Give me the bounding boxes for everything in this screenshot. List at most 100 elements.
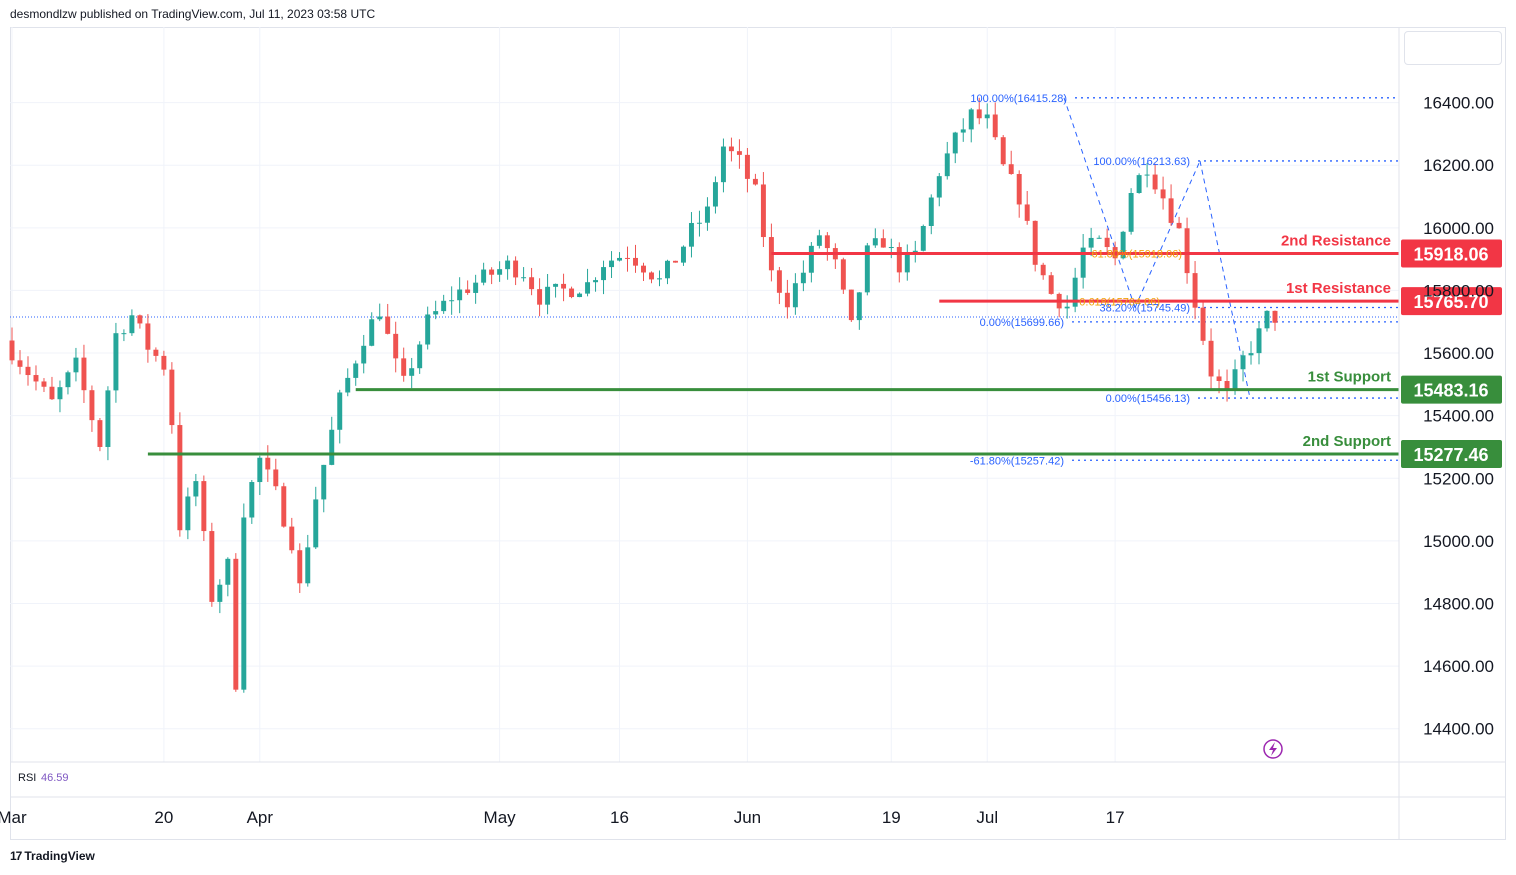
candle-body (441, 300, 447, 312)
candle (313, 486, 319, 550)
candle-body (1160, 189, 1166, 199)
candle-body (345, 377, 351, 393)
candle (441, 294, 447, 314)
candle (1096, 235, 1102, 239)
candle (1072, 267, 1078, 313)
candle-body (912, 250, 918, 253)
candle (417, 341, 423, 374)
candle-body (1120, 231, 1126, 259)
candle-body (33, 375, 39, 382)
candle-body (121, 333, 127, 335)
candle (9, 327, 15, 365)
candle-body (1192, 273, 1198, 308)
candle-body (752, 178, 758, 185)
candle-body (401, 358, 407, 376)
candle (353, 360, 359, 386)
candle-body (457, 289, 463, 301)
candle-body (193, 481, 199, 497)
candle-body (9, 340, 15, 361)
candle-body (529, 277, 535, 290)
candle (425, 306, 431, 350)
fib-level-label: 100.00%(16213.63) (1093, 156, 1190, 168)
candle (153, 347, 159, 362)
candle-body (377, 316, 383, 320)
candle (465, 280, 471, 295)
candle (305, 534, 311, 587)
candle-body (41, 381, 47, 387)
candle (1128, 188, 1134, 235)
candle (617, 252, 622, 262)
candle-body (209, 531, 215, 602)
candle-body (1024, 204, 1030, 221)
candle (672, 260, 678, 263)
candle-body (1080, 247, 1086, 278)
candle-body (89, 390, 95, 421)
candle (912, 240, 918, 263)
chart-toolbar-box[interactable] (1404, 31, 1502, 65)
time-axis: Mar 20 Apr May 16 Jun 19 Jul 17 (0, 808, 1125, 827)
candle-body (816, 235, 822, 246)
candle (345, 368, 351, 397)
candle-body (281, 486, 287, 527)
candle-body (960, 129, 966, 133)
candle (553, 283, 559, 298)
candle (641, 262, 646, 281)
candle (976, 97, 982, 125)
y-tick-label: 15600.00 (1423, 344, 1494, 363)
candle (1192, 261, 1198, 320)
candle (601, 260, 607, 295)
candle-body (1152, 174, 1158, 190)
candle (864, 242, 870, 296)
candle (824, 232, 830, 261)
candle-body (609, 260, 615, 268)
candle-body (257, 457, 263, 483)
candle-body (760, 184, 766, 238)
candle-body (952, 132, 958, 154)
candle-body (153, 349, 159, 356)
level-name-label: 1st Resistance (1286, 280, 1391, 297)
candle-body (97, 420, 103, 447)
candle-body (417, 344, 423, 369)
candle (832, 243, 838, 269)
candle-body (641, 265, 646, 273)
candle-body (329, 429, 335, 465)
candle (361, 334, 367, 374)
candle (177, 412, 183, 537)
level-price-badge (1401, 375, 1502, 404)
candle (936, 173, 942, 207)
candle-body (1072, 277, 1078, 307)
candle-body (161, 355, 167, 370)
candle (129, 309, 135, 336)
candle (41, 378, 47, 393)
candle (904, 244, 910, 281)
candle (728, 137, 734, 162)
level-price-text: 15918.06 (1413, 244, 1488, 264)
chart-frame[interactable] (10, 27, 1506, 840)
candle (577, 292, 583, 298)
candle-body (800, 272, 806, 284)
candle-body (481, 269, 487, 283)
candle-body (920, 225, 926, 251)
candle-body (433, 311, 439, 315)
candle (585, 268, 591, 297)
y-tick-label: 16000.00 (1423, 219, 1494, 238)
candle-body (672, 260, 678, 263)
candle-body (321, 464, 327, 500)
candle (792, 273, 798, 315)
candle-body (569, 288, 575, 298)
x-tick-label: 19 (882, 808, 901, 827)
candle-body (361, 345, 367, 364)
candle-body (896, 247, 902, 273)
candle-body (720, 146, 726, 183)
candle (960, 118, 966, 142)
candle (920, 224, 926, 252)
candle-body (305, 547, 311, 584)
x-tick-label: Jul (976, 808, 998, 827)
level-price-text: 15765.70 (1413, 292, 1488, 312)
lightning-icon[interactable] (1263, 739, 1283, 759)
level-price-text: 15277.46 (1413, 445, 1488, 465)
candle-body (489, 269, 495, 275)
candle-body (585, 282, 591, 294)
fib-level-label: 0.618(15764.06) (1079, 297, 1160, 309)
